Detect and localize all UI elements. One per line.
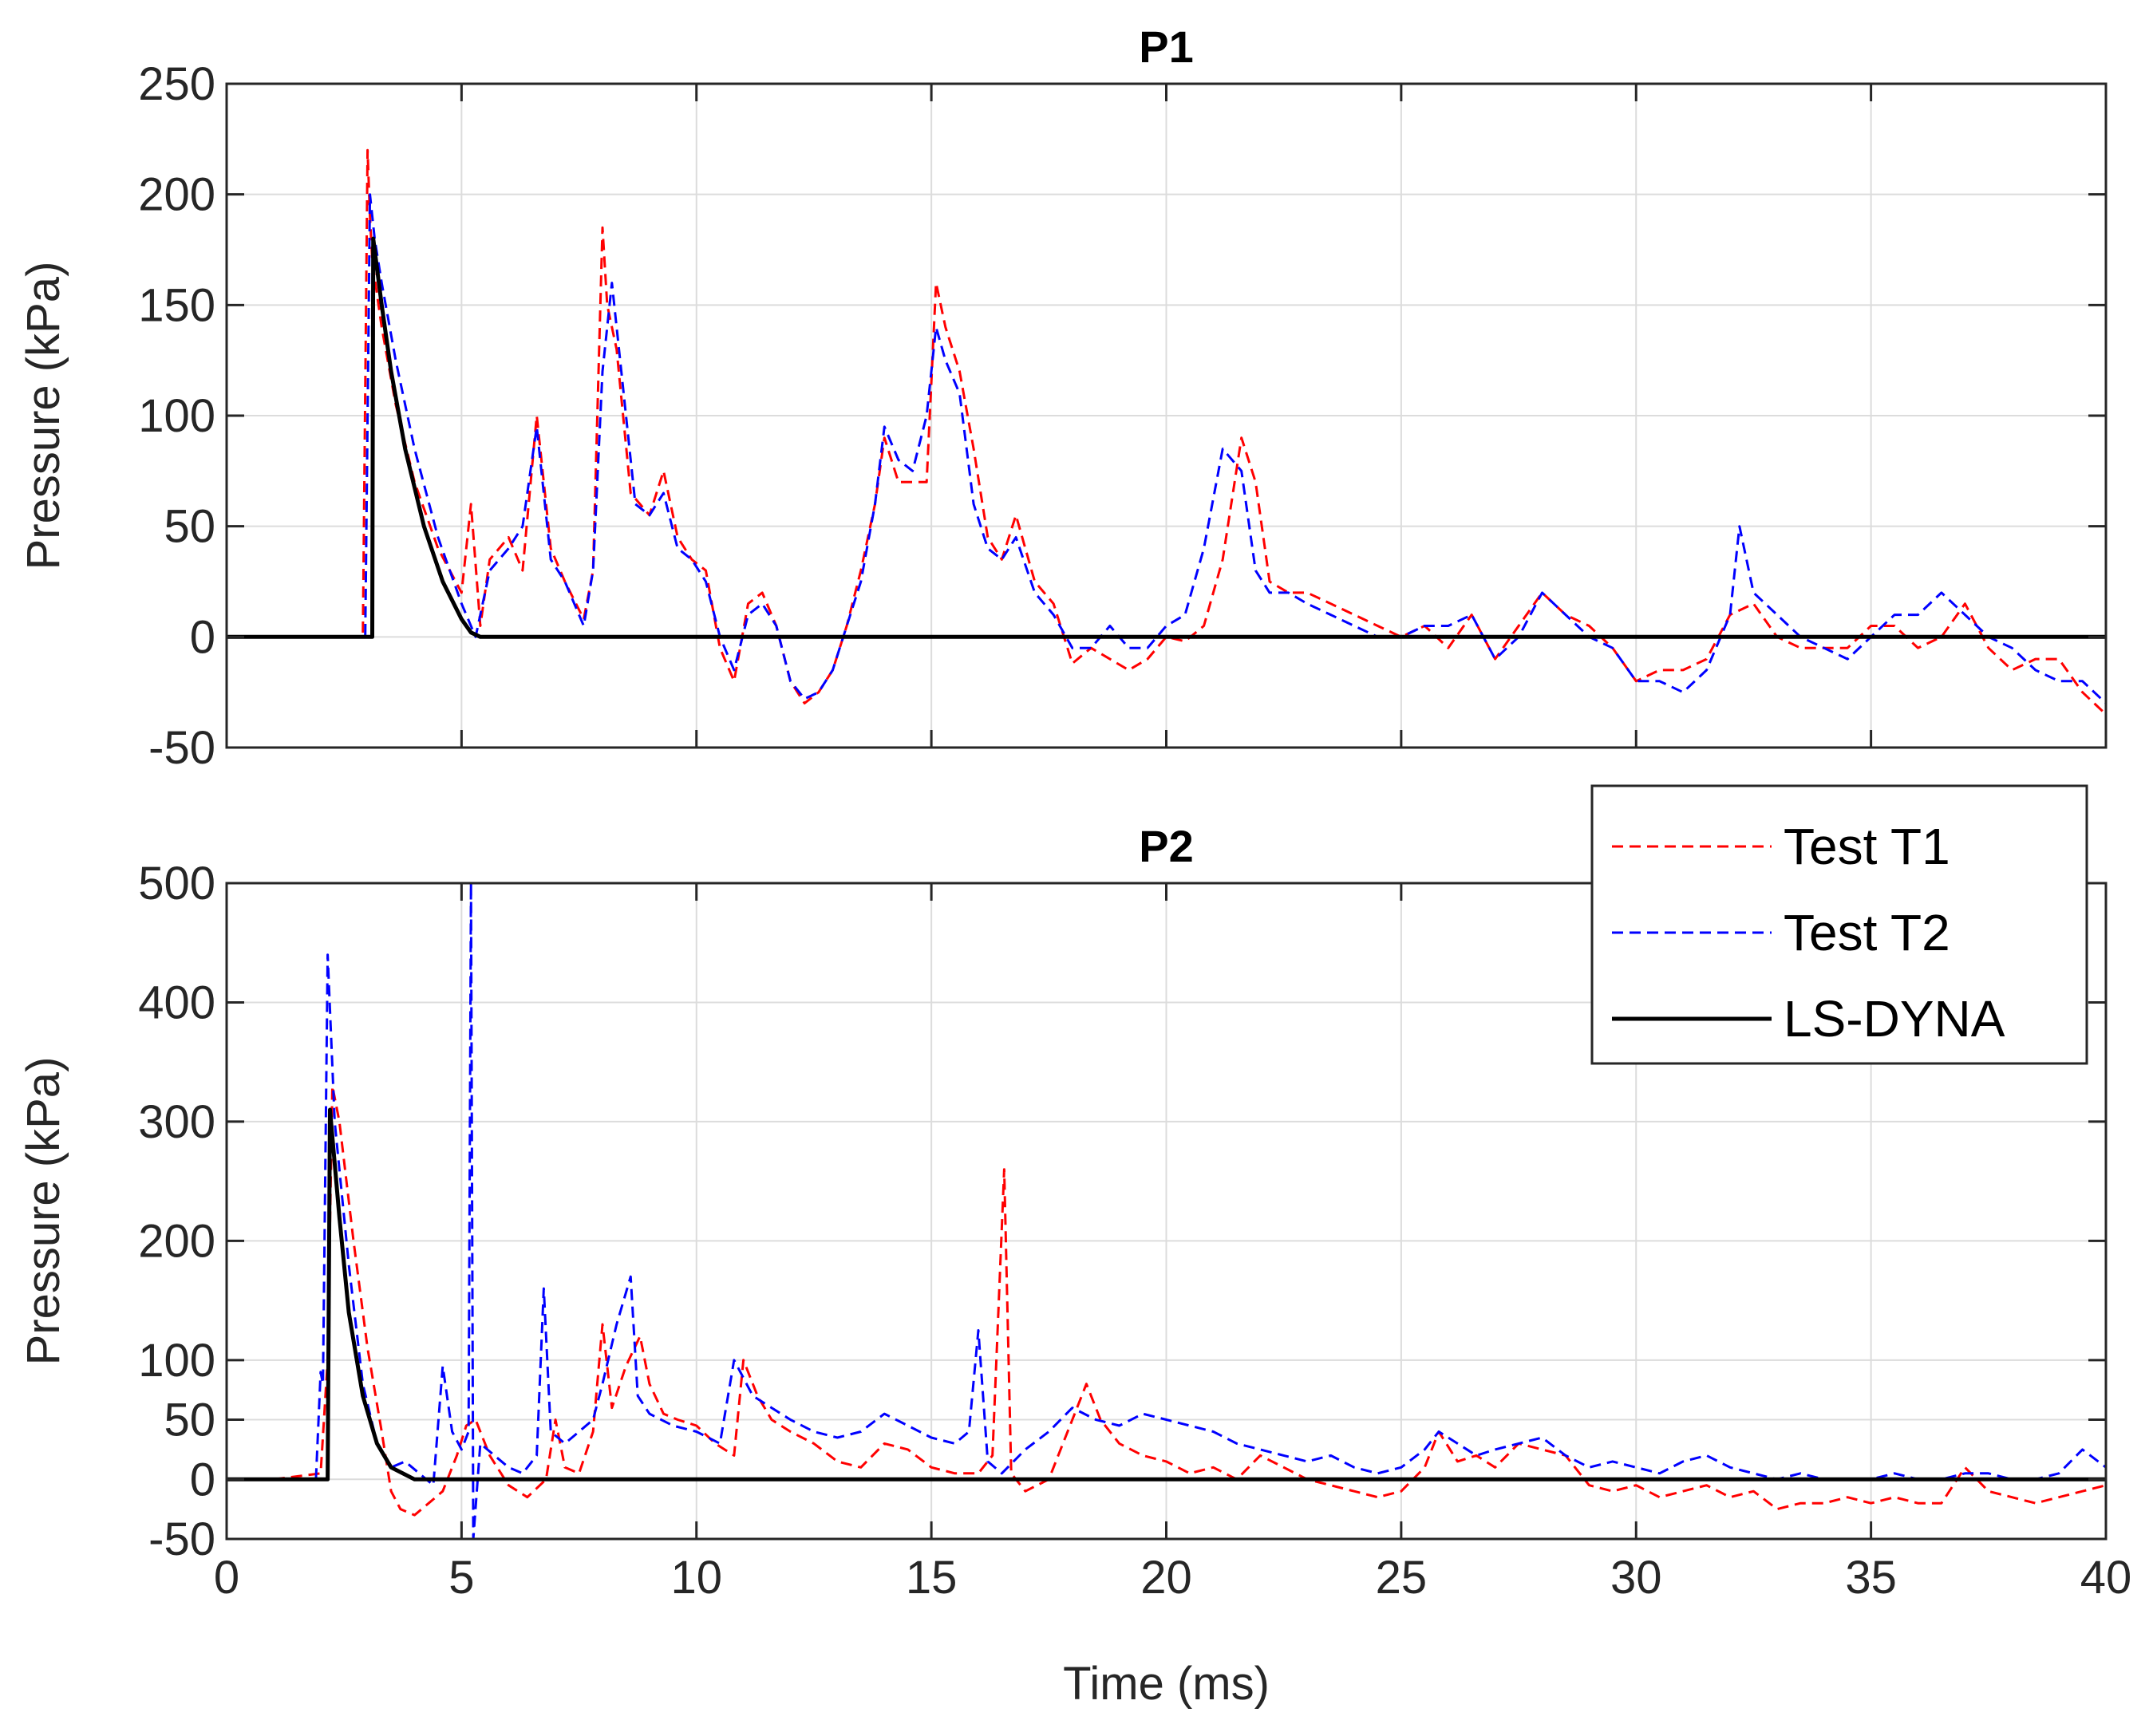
legend-label-test-t2: Test T2	[1784, 904, 1950, 961]
legend: Test T1 Test T2 LS-DYNA	[1590, 784, 2088, 1065]
p2-ytick-label: 0	[190, 1454, 215, 1505]
p1-ytick-label: 250	[138, 58, 215, 110]
p2-series-test-t2	[314, 883, 2106, 1539]
p2-ytick-label: 300	[138, 1096, 215, 1148]
p2-ytick-label: -50	[148, 1513, 215, 1565]
p2-ytick-label: 400	[138, 977, 215, 1028]
p2-ylabel: Pressure (kPa)	[18, 1057, 69, 1366]
p1-ytick-label: 200	[138, 169, 215, 221]
p1-axes: -50 0 50 100 150 200 250 P1 Pressure (kPa)	[18, 22, 2108, 774]
p2-xlabel: Time (ms)	[1063, 1658, 1270, 1710]
p2-ytick-label: 100	[138, 1335, 215, 1387]
p1-ylabel: Pressure (kPa)	[18, 262, 69, 570]
p2-ytick-label: 200	[138, 1215, 215, 1267]
p2-axes: 0 5 10 15 20 25 30 35 40-50050100200300400500P2P…	[18, 821, 2131, 1710]
p2-xtick-label: 30	[1610, 1552, 1662, 1604]
p2-xtick-label: 40	[2080, 1552, 2132, 1604]
legend-label-ls-dyna: LS-DYNA	[1784, 990, 2005, 1048]
p2-series-ls-dyna	[227, 1107, 2106, 1482]
p1-ytick-label: 150	[138, 279, 215, 331]
p2-xtick-label: 0	[214, 1552, 239, 1604]
p2-series-group	[227, 883, 2106, 1539]
p1-title: P1	[1139, 22, 1194, 72]
p1-series-ls-dyna	[227, 236, 2106, 639]
p2-xtick-label: 20	[1140, 1552, 1192, 1604]
p2-xtick-label: 35	[1845, 1552, 1897, 1604]
p1-ytick-label: 50	[164, 501, 215, 553]
p1-series-group	[227, 148, 2106, 716]
p1-series-test-t1	[227, 148, 2106, 716]
p2-ytick-label: 500	[138, 858, 215, 909]
p2-ytick-label: 50	[164, 1395, 215, 1446]
p2-xtick-label: 15	[906, 1552, 958, 1604]
p2-title: P2	[1139, 821, 1194, 871]
p2-xtick-label: 25	[1376, 1552, 1428, 1604]
p1-ytick-label: 0	[190, 611, 215, 663]
p1-ytick-label: -50	[148, 722, 215, 774]
p2-series-test-t1	[273, 1084, 2106, 1517]
p2-xtick-label: 10	[670, 1552, 722, 1604]
p1-ytick-label: 100	[138, 390, 215, 442]
legend-label-test-t1: Test T1	[1784, 818, 1950, 875]
p2-xtick-label: 5	[448, 1552, 474, 1604]
